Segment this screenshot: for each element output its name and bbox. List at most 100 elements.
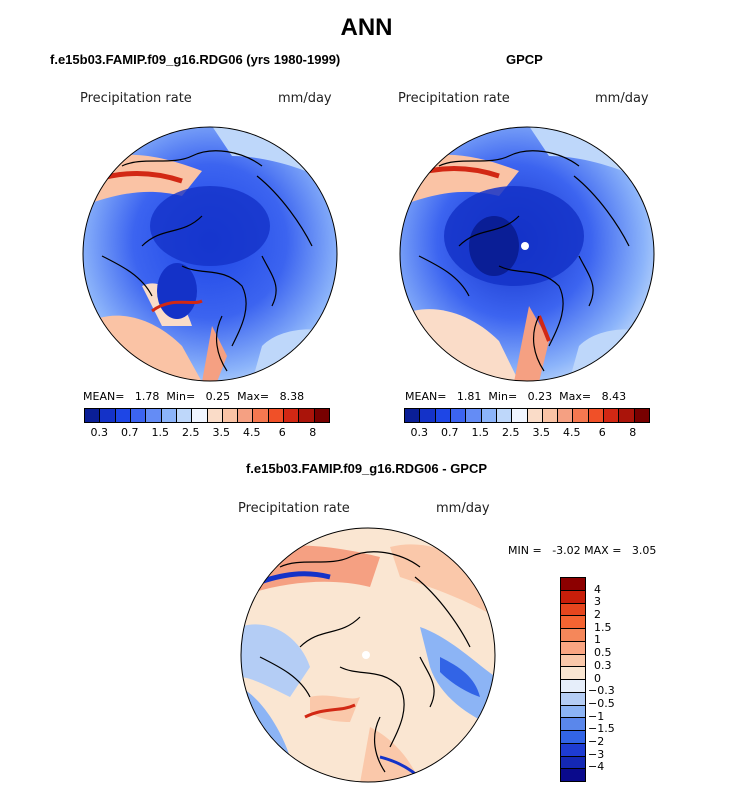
model-colorbar	[84, 408, 330, 423]
model-variable-label: Precipitation rate	[80, 91, 192, 106]
colorbar-swatch	[561, 756, 585, 770]
diff-pole-marker	[362, 651, 370, 659]
colorbar-swatch	[284, 409, 300, 422]
colorbar-tick-label: 2.5	[502, 426, 520, 439]
model-panel-title: f.e15b03.FAMIP.f09_g16.RDG06 (yrs 1980-1…	[50, 52, 341, 67]
colorbar-swatch	[146, 409, 162, 422]
colorbar-swatch	[561, 629, 585, 642]
colorbar-swatch	[405, 409, 421, 422]
colorbar-swatch	[314, 409, 329, 422]
colorbar-swatch	[466, 409, 482, 422]
obs-panel-title: GPCP	[506, 52, 543, 67]
colorbar-swatch	[634, 409, 649, 422]
colorbar-tick-label: 4	[594, 582, 601, 596]
colorbar-tick-label: 0.7	[441, 426, 459, 439]
colorbar-swatch	[561, 680, 585, 693]
colorbar-swatch	[130, 409, 147, 422]
colorbar-swatch	[115, 409, 131, 422]
colorbar-tick-label: 0	[594, 671, 601, 685]
model-units-label: mm/day	[278, 91, 332, 106]
colorbar-swatch	[561, 743, 585, 757]
colorbar-swatch	[192, 409, 208, 422]
colorbar-swatch	[573, 409, 589, 422]
model-stats: MEAN= 1.78 Min= 0.25 Max= 8.38	[83, 390, 305, 403]
colorbar-swatch	[561, 769, 585, 781]
diff-units-label: mm/day	[436, 501, 490, 516]
colorbar-swatch	[561, 667, 585, 680]
colorbar-tick-label: 2	[594, 608, 601, 622]
colorbar-tick-label: 1.5	[151, 426, 170, 439]
colorbar-tick-label: 3	[594, 595, 601, 609]
colorbar-swatch	[527, 409, 543, 422]
colorbar-swatch	[420, 409, 436, 422]
diff-stats: MIN = -3.02 MAX = 3.05	[508, 544, 657, 557]
colorbar-swatch	[561, 692, 585, 706]
colorbar-swatch	[561, 616, 585, 629]
colorbar-tick-label: −0.5	[588, 696, 615, 710]
obs-polar-map	[399, 126, 655, 382]
colorbar-swatch	[561, 731, 585, 744]
diff-polar-map	[240, 527, 496, 783]
colorbar-swatch	[100, 409, 116, 422]
colorbar-tick-label: 1	[594, 633, 601, 647]
colorbar-tick-label: 0.3	[410, 426, 429, 439]
colorbar-swatch	[542, 409, 559, 422]
colorbar-tick-label: −1	[588, 709, 605, 723]
colorbar-swatch	[161, 409, 177, 422]
colorbar-tick-label: 0.5	[594, 646, 612, 660]
colorbar-swatch	[561, 654, 585, 668]
colorbar-swatch	[561, 590, 585, 604]
colorbar-tick-label: 0.3	[90, 426, 109, 439]
diff-colorbar-ticks: 4 3 2 1.5 1 0.5 0.3 0 −0.3 −0.5 −1 −1.5 −2 −3 −4	[588, 577, 634, 780]
colorbar-swatch	[561, 578, 585, 591]
colorbar-tick-label: 4.5	[243, 426, 261, 439]
page-title: ANN	[340, 14, 393, 41]
colorbar-swatch	[299, 409, 315, 422]
colorbar-tick-label: 1.5	[471, 426, 490, 439]
colorbar-tick-label: −2	[588, 734, 605, 748]
colorbar-swatch	[558, 409, 574, 422]
colorbar-swatch	[588, 409, 605, 422]
colorbar-tick-label: −3	[588, 747, 605, 761]
obs-colorbar	[404, 408, 650, 423]
colorbar-tick-label: 8	[629, 426, 637, 439]
model-colorbar-ticks: 0.3 0.7 1.5 2.5 3.5 4.5 6 8	[84, 426, 328, 440]
colorbar-tick-label: 4.5	[563, 426, 581, 439]
colorbar-swatch	[561, 705, 585, 719]
colorbar-swatch	[207, 409, 223, 422]
obs-stats: MEAN= 1.81 Min= 0.23 Max= 8.43	[405, 390, 627, 403]
colorbar-swatch	[222, 409, 239, 422]
colorbar-tick-label: 3.5	[212, 426, 231, 439]
obs-variable-label: Precipitation rate	[398, 91, 510, 106]
colorbar-swatch	[561, 641, 585, 655]
colorbar-tick-label: −1.5	[588, 722, 615, 736]
colorbar-swatch	[496, 409, 513, 422]
colorbar-tick-label: 0.3	[594, 658, 612, 672]
colorbar-tick-label: 6	[598, 426, 606, 439]
colorbar-swatch	[512, 409, 528, 422]
colorbar-swatch	[561, 718, 585, 731]
colorbar-swatch	[450, 409, 467, 422]
colorbar-swatch	[85, 409, 101, 422]
diff-variable-label: Precipitation rate	[238, 501, 350, 516]
model-polar-map	[82, 126, 338, 382]
colorbar-swatch	[176, 409, 193, 422]
colorbar-swatch	[238, 409, 254, 422]
colorbar-tick-label: 8	[309, 426, 317, 439]
diff-panel-title: f.e15b03.FAMIP.f09_g16.RDG06 - GPCP	[245, 461, 488, 476]
diff-colorbar	[560, 577, 586, 782]
colorbar-swatch	[604, 409, 620, 422]
colorbar-swatch	[619, 409, 635, 422]
colorbar-tick-label: −0.3	[588, 684, 615, 698]
obs-units-label: mm/day	[595, 91, 649, 106]
obs-pole-marker	[521, 242, 529, 250]
obs-colorbar-ticks: 0.3 0.7 1.5 2.5 3.5 4.5 6 8	[404, 426, 648, 440]
colorbar-swatch	[268, 409, 285, 422]
colorbar-tick-label: 2.5	[182, 426, 200, 439]
colorbar-swatch	[435, 409, 451, 422]
colorbar-swatch	[253, 409, 269, 422]
colorbar-swatch	[481, 409, 497, 422]
colorbar-tick-label: 3.5	[532, 426, 551, 439]
colorbar-tick-label: −4	[588, 760, 605, 774]
colorbar-tick-label: 6	[278, 426, 286, 439]
